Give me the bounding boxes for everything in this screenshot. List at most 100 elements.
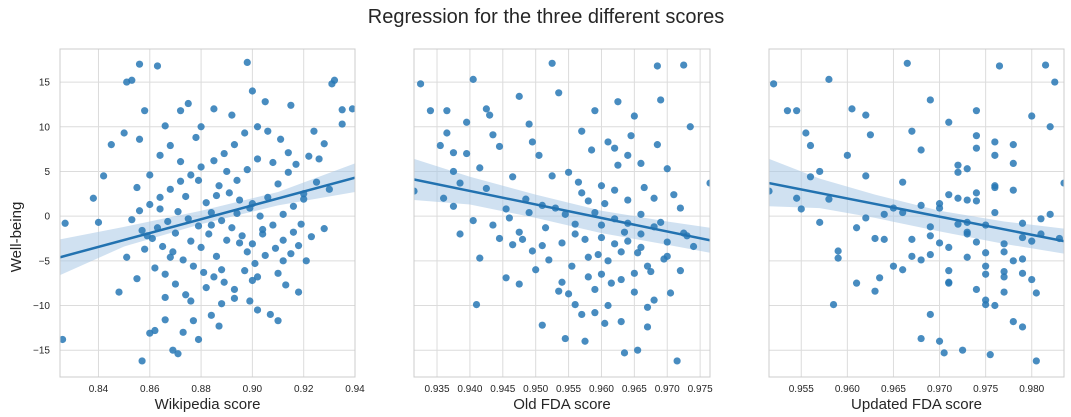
data-point [194, 335, 203, 344]
data-point [880, 210, 888, 218]
data-point [926, 96, 934, 104]
data-point [269, 221, 277, 229]
data-point [449, 167, 458, 176]
data-point [647, 267, 655, 276]
data-point [187, 297, 195, 305]
data-point [238, 232, 246, 240]
axes-frame [413, 48, 711, 378]
data-point [182, 291, 190, 299]
data-point [935, 239, 944, 247]
x-tick-label: 0.975 [973, 384, 998, 395]
data-point [146, 200, 154, 209]
data-point [614, 161, 622, 169]
data-point [591, 208, 599, 217]
data-point [320, 225, 328, 233]
data-point [634, 249, 642, 257]
data-point [972, 132, 981, 140]
data-point [643, 262, 652, 270]
data-point [486, 111, 494, 119]
data-point [630, 112, 638, 120]
plot-area [769, 59, 1064, 365]
data-point [963, 165, 971, 173]
data-point [532, 266, 540, 274]
data-point [1046, 210, 1054, 218]
data-point [568, 262, 576, 270]
data-point [591, 309, 599, 317]
data-point [963, 230, 971, 238]
data-point [584, 253, 592, 261]
data-point [958, 346, 967, 354]
data-point [241, 129, 249, 137]
data-point [862, 214, 870, 222]
x-tick-label: 0.86 [140, 384, 160, 395]
data-point [156, 193, 164, 201]
data-point [287, 250, 295, 258]
data-point [982, 296, 990, 304]
x-axis-label: Updated FDA score [851, 396, 982, 413]
data-point [440, 194, 448, 202]
axes-frame [59, 48, 356, 378]
y-tick-label: −5 [39, 256, 51, 267]
data-point [972, 144, 981, 152]
data-point [307, 233, 315, 241]
data-point [793, 194, 801, 202]
y-tick-label: 5 [44, 167, 50, 178]
data-point [502, 205, 510, 213]
data-point [1028, 112, 1036, 120]
plot-area [60, 58, 355, 365]
data-point [986, 351, 994, 359]
x-tick-label: 0.955 [789, 384, 814, 395]
data-point [166, 185, 174, 193]
data-point [271, 244, 280, 252]
data-point [706, 179, 710, 187]
data-point [61, 219, 69, 227]
data-point [597, 233, 606, 242]
data-point [205, 230, 213, 238]
confidence-band [769, 158, 1064, 254]
data-point [945, 267, 953, 275]
data-point [676, 267, 685, 275]
data-point [176, 177, 185, 185]
data-point [197, 123, 205, 131]
data-point [171, 229, 180, 237]
y-axis-label: Well-being [8, 202, 25, 273]
data-point [617, 248, 625, 256]
x-tick-label: 0.980 [1019, 384, 1044, 395]
data-point [634, 346, 642, 354]
data-point [469, 75, 477, 83]
data-point [591, 107, 599, 115]
data-point [320, 140, 328, 148]
data-point [555, 89, 563, 97]
data-point [248, 240, 256, 248]
x-tick-label: 0.950 [523, 384, 548, 395]
data-point [248, 276, 256, 285]
data-point [624, 196, 632, 204]
data-point [235, 239, 244, 247]
data-point [640, 183, 648, 192]
data-point [525, 208, 533, 217]
data-point [604, 301, 612, 310]
data-point [220, 149, 228, 158]
data-point [564, 290, 573, 298]
data-point [802, 129, 810, 137]
data-point [594, 250, 602, 259]
data-point [161, 270, 169, 278]
data-point [128, 216, 136, 224]
data-point [218, 266, 226, 274]
data-point [153, 62, 162, 70]
data-point [505, 214, 513, 222]
data-point [663, 165, 671, 173]
data-point [115, 288, 123, 296]
y-tick-label: −10 [33, 301, 50, 312]
data-point [312, 178, 321, 186]
data-point [558, 239, 566, 247]
data-point [528, 247, 537, 255]
x-tick-label: 0.975 [688, 384, 713, 395]
x-tick-label: 0.945 [490, 384, 515, 395]
data-point [908, 127, 916, 135]
data-point [256, 212, 264, 220]
data-point [241, 267, 249, 275]
data-point [797, 205, 805, 213]
data-point [991, 138, 999, 146]
